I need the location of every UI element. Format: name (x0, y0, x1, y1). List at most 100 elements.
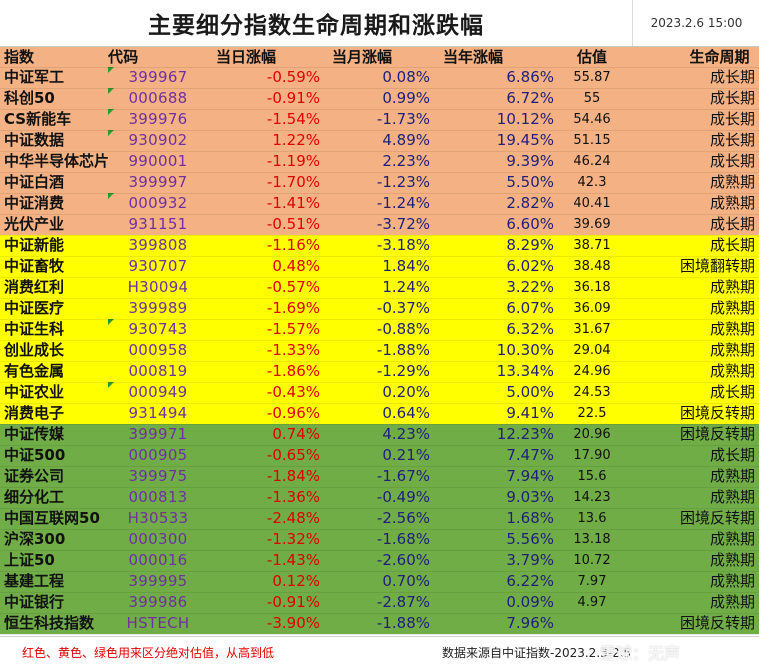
day-change-cell[interactable]: -0.51% (266, 215, 320, 233)
valuation-cell[interactable]: 29.04 (573, 343, 611, 358)
index-name-cell[interactable]: 恒生科技指数 (4, 614, 95, 632)
index-code-cell[interactable]: 399976 (128, 110, 188, 128)
day-change-cell[interactable]: -1.33% (266, 341, 320, 359)
year-change-cell[interactable]: 3.22% (506, 278, 554, 296)
year-change-cell[interactable]: 6.72% (506, 89, 554, 107)
day-change-cell[interactable]: -0.91% (266, 593, 320, 611)
month-change-cell[interactable]: 2.23% (382, 152, 430, 170)
month-change-cell[interactable]: -3.72% (376, 215, 430, 233)
month-change-cell[interactable]: -0.88% (376, 320, 430, 338)
lifecycle-cell[interactable]: 成长期 (709, 236, 755, 254)
column-header-valuation[interactable]: 估值 (576, 48, 607, 66)
index-name-cell[interactable]: 中证银行 (4, 593, 65, 611)
index-name-cell[interactable]: 中证消费 (4, 194, 65, 212)
year-change-cell[interactable]: 8.29% (506, 236, 554, 254)
year-change-cell[interactable]: 10.12% (496, 110, 554, 128)
index-name-cell[interactable]: 中证传媒 (4, 425, 65, 443)
index-name-cell[interactable]: 中证生科 (4, 320, 65, 338)
index-code-cell[interactable]: 000958 (128, 341, 188, 359)
index-name-cell[interactable]: 细分化工 (4, 488, 65, 506)
index-name-cell[interactable]: 有色金属 (4, 362, 65, 380)
month-change-cell[interactable]: -1.24% (376, 194, 430, 212)
index-name-cell[interactable]: 中证医疗 (4, 299, 65, 317)
index-code-cell[interactable]: 399997 (128, 173, 188, 191)
index-name-cell[interactable]: 创业成长 (4, 341, 65, 359)
index-name-cell[interactable]: 消费红利 (4, 278, 65, 296)
year-change-cell[interactable]: 1.68% (506, 509, 554, 527)
lifecycle-cell[interactable]: 成熟期 (709, 320, 755, 338)
month-change-cell[interactable]: 4.89% (382, 131, 430, 149)
lifecycle-cell[interactable]: 成熟期 (709, 572, 755, 590)
lifecycle-cell[interactable]: 成熟期 (709, 173, 755, 191)
index-code-cell[interactable]: 000949 (128, 383, 188, 401)
valuation-cell[interactable]: 54.46 (573, 112, 611, 127)
index-code-cell[interactable]: 399986 (128, 593, 188, 611)
month-change-cell[interactable]: -1.88% (376, 614, 430, 632)
year-change-cell[interactable]: 7.47% (506, 446, 554, 464)
lifecycle-cell[interactable]: 困境反转期 (679, 404, 755, 422)
valuation-cell[interactable]: 7.97 (577, 574, 607, 589)
valuation-cell[interactable]: 13.6 (577, 511, 607, 526)
lifecycle-cell[interactable]: 成熟期 (709, 467, 755, 485)
month-change-cell[interactable]: 1.24% (382, 278, 430, 296)
month-change-cell[interactable]: -2.87% (376, 593, 430, 611)
valuation-cell[interactable]: 38.71 (573, 238, 611, 253)
day-change-cell[interactable]: -0.96% (266, 404, 320, 422)
day-change-cell[interactable]: -1.36% (266, 488, 320, 506)
valuation-cell[interactable]: 17.90 (573, 448, 611, 463)
lifecycle-cell[interactable]: 成长期 (709, 152, 755, 170)
column-header-lifecycle[interactable]: 生命周期 (689, 48, 750, 66)
index-code-cell[interactable]: 931494 (128, 404, 188, 422)
index-name-cell[interactable]: 中证新能 (4, 236, 65, 254)
index-name-cell[interactable]: 证券公司 (4, 467, 65, 485)
month-change-cell[interactable]: -1.68% (376, 530, 430, 548)
index-name-cell[interactable]: 科创50 (4, 89, 55, 107)
index-name-cell[interactable]: CS新能车 (4, 110, 72, 128)
year-change-cell[interactable]: 19.45% (496, 131, 554, 149)
index-code-cell[interactable]: H30094 (127, 278, 189, 296)
valuation-cell[interactable]: 39.69 (573, 217, 611, 232)
year-change-cell[interactable]: 5.56% (506, 530, 554, 548)
lifecycle-cell[interactable]: 成长期 (709, 446, 755, 464)
year-change-cell[interactable]: 2.82% (506, 194, 554, 212)
valuation-cell[interactable]: 55.87 (573, 70, 611, 85)
valuation-cell[interactable]: 15.6 (577, 469, 607, 484)
column-header-code[interactable]: 代码 (108, 48, 139, 66)
year-change-cell[interactable]: 6.32% (506, 320, 554, 338)
year-change-cell[interactable]: 6.07% (506, 299, 554, 317)
index-name-cell[interactable]: 中国互联网50 (4, 509, 100, 527)
index-code-cell[interactable]: 399995 (128, 572, 188, 590)
lifecycle-cell[interactable]: 困境翻转期 (679, 257, 755, 275)
day-change-cell[interactable]: -1.41% (266, 194, 320, 212)
index-name-cell[interactable]: 消费电子 (4, 404, 65, 422)
valuation-cell[interactable]: 38.48 (573, 259, 611, 274)
index-code-cell[interactable]: 399971 (128, 425, 188, 443)
month-change-cell[interactable]: 0.20% (382, 383, 430, 401)
year-change-cell[interactable]: 12.23% (496, 425, 554, 443)
index-code-cell[interactable]: H30533 (127, 509, 189, 527)
day-change-cell[interactable]: 0.48% (272, 257, 320, 275)
day-change-cell[interactable]: -1.54% (266, 110, 320, 128)
lifecycle-cell[interactable]: 困境反转期 (679, 614, 755, 632)
column-header-year-change[interactable]: 当年涨幅 (442, 48, 503, 66)
index-name-cell[interactable]: 中证农业 (4, 383, 65, 401)
month-change-cell[interactable]: -1.67% (376, 467, 430, 485)
index-name-cell[interactable]: 中证数据 (4, 131, 65, 149)
year-change-cell[interactable]: 10.30% (496, 341, 554, 359)
day-change-cell[interactable]: -2.48% (266, 509, 320, 527)
index-code-cell[interactable]: 000932 (128, 194, 188, 212)
year-change-cell[interactable]: 9.41% (506, 404, 554, 422)
day-change-cell[interactable]: -1.43% (266, 551, 320, 569)
day-change-cell[interactable]: 0.12% (272, 572, 320, 590)
index-name-cell[interactable]: 中华半导体芯片 (4, 152, 108, 170)
index-name-cell[interactable]: 基建工程 (4, 572, 65, 590)
index-code-cell[interactable]: HSTECH (126, 614, 190, 632)
month-change-cell[interactable]: -1.23% (376, 173, 430, 191)
lifecycle-cell[interactable]: 成长期 (709, 131, 755, 149)
lifecycle-cell[interactable]: 成熟期 (709, 299, 755, 317)
index-code-cell[interactable]: 399808 (128, 236, 188, 254)
valuation-cell[interactable]: 22.5 (577, 406, 607, 421)
day-change-cell[interactable]: -1.57% (266, 320, 320, 338)
lifecycle-cell[interactable]: 成熟期 (709, 530, 755, 548)
day-change-cell[interactable]: -1.69% (266, 299, 320, 317)
